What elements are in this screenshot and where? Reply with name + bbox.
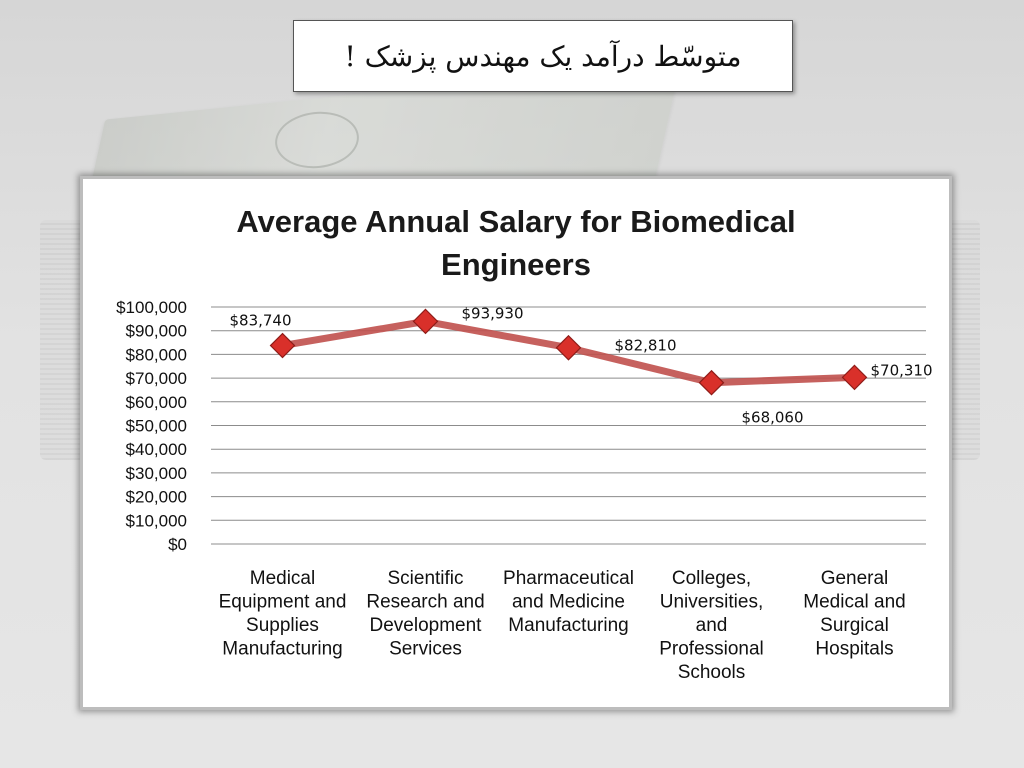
y-tick-label: $30,000	[126, 464, 187, 483]
y-tick-label: $20,000	[126, 488, 187, 507]
y-tick-label: $10,000	[126, 511, 187, 530]
y-tick-label: $100,000	[116, 298, 187, 317]
x-tick-label: General Medical and Surgical Hospitals	[803, 568, 905, 660]
y-tick-label: $90,000	[126, 322, 187, 341]
x-tick-label: Scientific Research and Development Service…	[366, 568, 484, 660]
data-label: $68,060	[741, 409, 803, 427]
data-label: $70,310	[870, 361, 932, 379]
data-point-marker	[412, 308, 439, 335]
data-point-marker	[269, 332, 296, 359]
chart-title-line-2: Engineers	[441, 247, 591, 282]
salary-line-chart: Average Annual Salary for Biomedical Eng…	[116, 204, 932, 683]
data-label: $82,810	[614, 337, 676, 355]
chart-title-line-1: Average Annual Salary for Biomedical	[236, 204, 795, 239]
data-point-marker	[555, 334, 582, 361]
y-tick-label: $80,000	[126, 345, 187, 364]
y-tick-label: $50,000	[126, 417, 187, 436]
x-tick-label: Pharmaceutical and Medicine Manufacturing	[503, 568, 634, 636]
x-tick-label: Medical Equipment and Supplies Manufacturin…	[219, 568, 347, 660]
data-point-marker	[841, 364, 868, 391]
slide-title: متوسّط درآمد یک مهندس پزشک !	[344, 39, 742, 73]
x-tick-label: Colleges, Universities, and Professional Sch…	[659, 568, 764, 683]
slide-title-box: متوسّط درآمد یک مهندس پزشک !	[293, 20, 793, 92]
data-label: $93,930	[461, 304, 523, 322]
data-point-marker	[698, 369, 725, 396]
y-tick-label: $40,000	[126, 440, 187, 459]
y-tick-label: $0	[168, 535, 187, 554]
y-tick-label: $70,000	[126, 369, 187, 388]
y-tick-label: $60,000	[126, 393, 187, 412]
chart-frame: Average Annual Salary for Biomedical Eng…	[80, 176, 952, 710]
data-label: $83,740	[229, 312, 291, 330]
